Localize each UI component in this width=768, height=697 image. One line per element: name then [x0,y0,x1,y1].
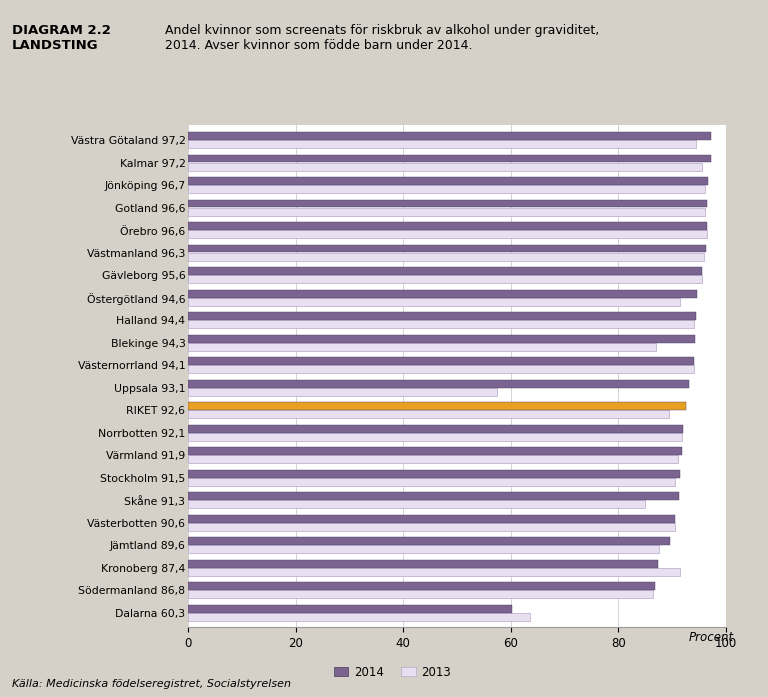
Bar [188,298,680,305]
Bar [188,470,680,477]
Bar [188,230,707,238]
Bar [188,500,645,508]
Bar [188,357,694,365]
Text: Andel kvinnor som screenats för riskbruk av alkohol under graviditet,
2014. Avse: Andel kvinnor som screenats för riskbruk… [165,24,599,52]
Bar [188,605,512,613]
Bar [188,140,696,148]
Bar [188,411,669,418]
Bar [188,492,679,500]
Bar [188,222,707,230]
Bar [188,343,656,351]
Bar [188,523,674,530]
Bar [188,208,705,215]
Bar [188,275,702,283]
Bar [188,177,708,185]
Bar [188,132,710,140]
Bar [188,433,682,441]
Bar [188,514,675,523]
Bar [188,380,689,388]
Bar [188,424,684,433]
Bar [188,290,697,298]
Bar [188,155,710,162]
Bar [188,590,653,598]
Bar [188,199,707,208]
Legend: 2014, 2013: 2014, 2013 [329,661,456,683]
Bar [188,245,706,252]
Bar [188,455,678,463]
Bar [188,402,686,410]
Bar [188,447,682,455]
Bar [188,320,694,328]
Bar [188,312,696,320]
Bar [188,560,658,567]
Bar [188,582,655,590]
Text: Procent: Procent [688,631,733,644]
Bar [188,613,530,620]
Bar [188,162,702,171]
Bar [188,568,680,576]
Bar [188,537,670,545]
Bar [188,477,674,486]
Bar [188,267,702,275]
Bar [188,545,659,553]
Text: Källa: Medicinska födelseregistret, Socialstyrelsen: Källa: Medicinska födelseregistret, Soci… [12,679,290,689]
Text: DIAGRAM 2.2
LANDSTING: DIAGRAM 2.2 LANDSTING [12,24,111,52]
Bar [188,365,694,373]
Bar [188,253,704,261]
Bar [188,335,695,342]
Bar [188,185,705,193]
Bar [188,388,498,396]
